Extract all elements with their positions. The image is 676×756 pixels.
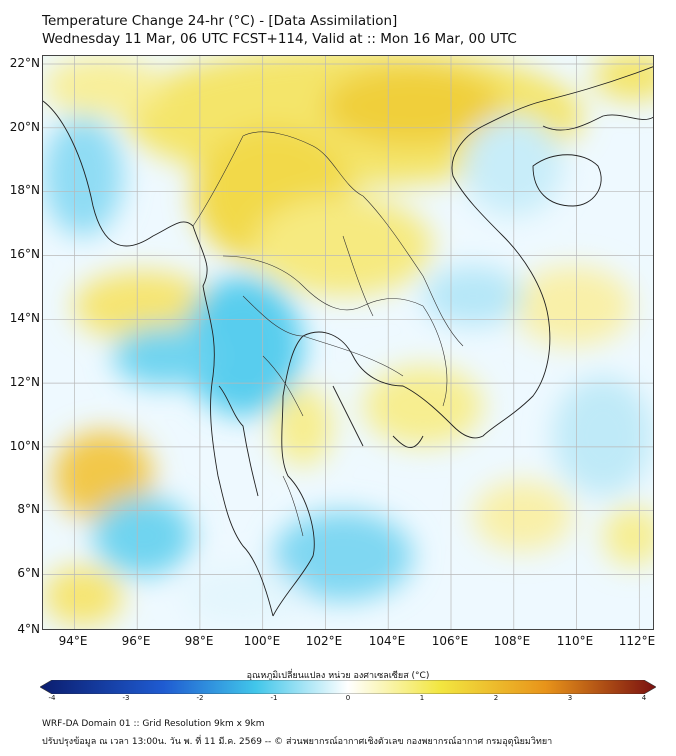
lat-label-16: 16°N: [9, 247, 40, 261]
graticule: [43, 56, 653, 629]
chart-title: Temperature Change 24-hr (°C) - [Data As…: [42, 12, 517, 48]
colorbar-tick-label: -2: [196, 694, 204, 702]
lon-label-96: 96°E: [121, 634, 151, 648]
lon-label-98: 98°E: [184, 634, 214, 648]
lon-label-112: 112°E: [618, 634, 656, 648]
lon-label-102: 102°E: [305, 634, 343, 648]
lon-label-110: 110°E: [556, 634, 594, 648]
temperature-map[interactable]: [42, 55, 654, 630]
lon-label-100: 100°E: [243, 634, 281, 648]
title-line-1: Temperature Change 24-hr (°C) - [Data As…: [42, 13, 398, 29]
lon-label-106: 106°E: [431, 634, 469, 648]
colorbar-tick-label: 1: [419, 694, 425, 702]
colorbar-graphic: [39, 679, 657, 695]
lat-label-8: 8°N: [17, 502, 40, 516]
lon-label-104: 104°E: [368, 634, 406, 648]
footer-line-2: ปรับปรุงข้อมูล ณ เวลา 13:00น. วัน พ. ที่…: [42, 737, 553, 747]
lat-label-12: 12°N: [9, 375, 40, 389]
temperature-field: [43, 56, 653, 626]
lon-label-94: 94°E: [58, 634, 88, 648]
map-canvas: [43, 56, 653, 629]
title-line-2: Wednesday 11 Mar, 06 UTC FCST+114, Valid…: [42, 31, 517, 47]
admin-borders: [192, 131, 464, 537]
lat-label-6: 6°N: [17, 566, 40, 580]
colorbar-title: อุณหภูมิเปลี่ยนแปลง หน่วย องศาเซลเซียส (…: [246, 671, 430, 681]
coastlines: [43, 66, 653, 617]
footer-line-1: WRF-DA Domain 01 :: Grid Resolution 9km …: [42, 719, 265, 729]
colorbar-tick-label: 3: [567, 694, 573, 702]
lat-label-14: 14°N: [9, 311, 40, 325]
colorbar-tick-label: -4: [48, 694, 56, 702]
colorbar-tick-label: -3: [122, 694, 130, 702]
lon-label-108: 108°E: [493, 634, 531, 648]
colorbar-tick-label: 0: [345, 694, 351, 702]
colorbar-tick-label: 2: [493, 694, 499, 702]
lat-label-20: 20°N: [9, 120, 40, 134]
colorbar-tick-label: 4: [641, 694, 647, 702]
lat-label-10: 10°N: [9, 439, 40, 453]
colorbar-tick-label: -1: [270, 694, 278, 702]
colorbar-bar: [39, 679, 657, 695]
lat-label-4: 4°N: [17, 622, 40, 636]
lat-label-18: 18°N: [9, 183, 40, 197]
lat-label-22: 22°N: [9, 56, 40, 70]
colorbar: [39, 679, 657, 695]
